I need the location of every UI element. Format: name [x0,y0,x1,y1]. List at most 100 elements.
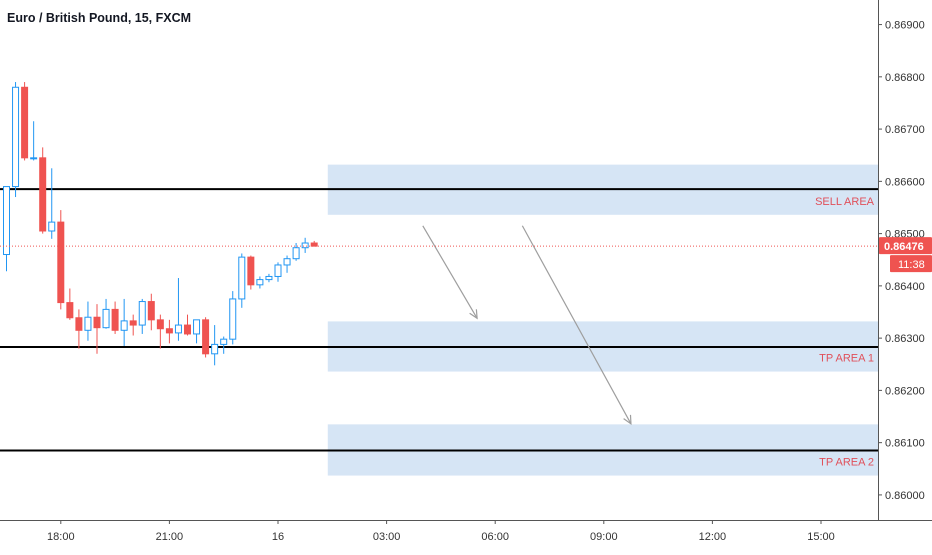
candle[interactable] [3,186,10,272]
arrow-shaft [521,225,632,425]
candle[interactable] [174,278,182,341]
price-tick-label: 0.86900 [885,20,925,32]
candle-body [66,302,74,319]
price-tick-label: 0.86600 [885,176,925,188]
zone-label: TP AREA 1 [819,353,874,365]
candle[interactable] [84,301,92,341]
candle-body [93,316,101,329]
candle[interactable] [193,319,201,344]
time-tick-label: 03:00 [373,531,401,543]
candle-body [138,301,146,326]
candle[interactable] [111,301,119,334]
candle[interactable] [238,253,246,308]
candle-body [310,242,318,247]
price-axis-panel[interactable] [878,0,932,550]
candle-body [256,279,264,286]
candle-body [165,328,173,334]
candle[interactable] [310,240,318,247]
candle-body [30,157,38,160]
candle-body [147,301,155,321]
candle-body [265,275,273,281]
candle[interactable] [274,262,282,282]
candle-body [129,320,137,326]
candle[interactable] [247,255,255,290]
time-tick-label: 18:00 [47,531,75,543]
candle[interactable] [184,314,191,336]
candle[interactable] [147,293,155,331]
candle-body [48,221,56,232]
countdown-badge: 11:38 [890,255,932,273]
arrow-head [623,414,632,426]
time-ticks: 18:00 21:00 16 03:00 06:00 09:00 12:00 15:00 [47,520,835,543]
candle[interactable] [120,298,128,346]
candle-body [3,186,10,256]
candle[interactable] [202,317,210,358]
candle-body [184,324,191,335]
arrows-layer [422,225,632,426]
candle-body [238,256,246,300]
candle-body [57,221,65,304]
candle-body [247,256,255,286]
candle-body [292,247,300,260]
candle[interactable] [102,298,110,329]
candle-body [301,242,309,249]
time-tick-label: 09:00 [590,531,618,543]
trend-arrow[interactable] [521,225,632,426]
candle[interactable] [12,82,20,198]
candle[interactable] [93,304,101,354]
candle-body [156,319,164,330]
time-tick-label: 06:00 [481,531,509,543]
price-tick-label: 0.86700 [885,124,925,136]
candle-body [75,317,83,331]
candle[interactable] [75,309,83,349]
candle[interactable] [21,82,29,161]
countdown-badge-bg [890,255,932,273]
candle[interactable] [66,288,74,320]
time-tick-label: 16 [272,531,284,543]
current-price-badge-bg [879,237,932,255]
candle[interactable] [229,291,237,345]
candle-body [39,157,47,232]
candle[interactable] [220,336,228,354]
candle[interactable] [256,276,264,289]
candle[interactable] [30,121,38,161]
price-tick-label: 0.86100 [885,438,925,450]
candle[interactable] [48,168,56,239]
levels-layer [0,188,878,452]
candle[interactable] [165,319,173,344]
price-ticks: 0.869000.868000.867000.866000.865000.864… [878,20,932,502]
candle-body [193,319,201,335]
candle-body [220,338,228,345]
candle[interactable] [301,237,309,253]
candle-body [111,308,119,331]
candle[interactable] [156,314,164,349]
arrow-shaft [422,225,478,319]
candle[interactable] [138,298,146,334]
candle[interactable] [39,147,47,234]
price-tick-label: 0.86300 [885,333,925,345]
candle[interactable] [57,210,65,310]
candle-body [202,319,210,355]
candle[interactable] [129,314,137,336]
candle-body [174,324,182,334]
candle-body [21,86,29,159]
price-tick-label: 0.86200 [885,385,925,397]
candles-layer [3,82,318,366]
trend-arrow[interactable] [422,225,478,320]
arrow-head [469,309,478,320]
candle[interactable] [211,325,219,366]
candle-body [211,343,219,355]
candle-body [12,86,20,188]
candle[interactable] [265,273,273,283]
candle-body [274,264,282,277]
candle-body [120,320,128,331]
time-tick-label: 15:00 [807,531,835,543]
candle[interactable] [283,255,291,273]
time-tick-label: 12:00 [699,531,727,543]
countdown-label: 11:38 [898,259,925,271]
candle[interactable] [292,243,300,261]
zone-label: SELL AREA [815,196,875,208]
